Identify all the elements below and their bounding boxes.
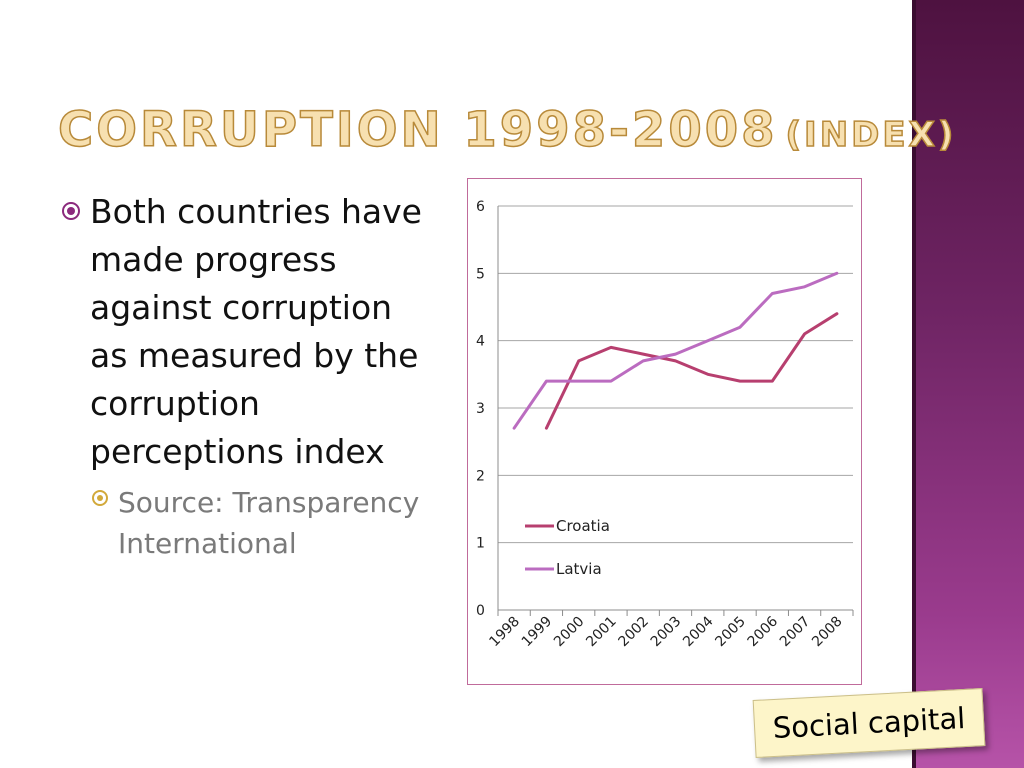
- bullet-text: Both countries have made progress agains…: [90, 192, 422, 471]
- sub-bullet-text: Source: Transparency International: [118, 486, 420, 560]
- legend-label-croatia: Croatia: [556, 517, 610, 535]
- y-tick-label: 3: [476, 401, 485, 417]
- y-tick-label: 0: [476, 603, 485, 619]
- x-tick-label: 2001: [583, 614, 620, 651]
- x-tick-label: 1998: [486, 614, 523, 651]
- x-tick-label: 2007: [777, 614, 814, 651]
- slide-title: Corruption 1998-2008 (Index): [57, 101, 957, 159]
- line-chart: 0 1 2 3 4 5 6 1998 1999 2000 2001 2002 2003 2004 2005 2…: [467, 178, 862, 685]
- bullet-item: Both countries have made progress agains…: [62, 188, 432, 476]
- bullet-list: Both countries have made progress agains…: [62, 188, 432, 564]
- circle-bullet-icon: [62, 202, 80, 220]
- sub-bullet-item: Source: Transparency International: [92, 482, 432, 564]
- x-tick-label: 2005: [712, 614, 749, 651]
- y-tick-label: 1: [476, 536, 485, 552]
- circle-sub-bullet-icon: [92, 490, 108, 506]
- legend-label-latvia: Latvia: [556, 560, 602, 578]
- x-tick-label: 2008: [809, 614, 846, 651]
- x-tick-label: 2000: [551, 614, 588, 651]
- chart-canvas: 0123456199819992000200120022003200420052…: [476, 199, 854, 651]
- decorative-side-band: [912, 0, 1024, 768]
- series-line-croatia: [544, 312, 839, 430]
- title-sub: (Index): [785, 114, 957, 156]
- social-capital-label: Social capital: [752, 688, 986, 758]
- y-tick-label: 4: [476, 334, 485, 350]
- y-tick-label: 2: [476, 468, 485, 484]
- x-tick-label: 2003: [648, 614, 685, 651]
- x-tick-label: 1999: [519, 614, 556, 651]
- title-main: Corruption 1998-2008: [57, 101, 778, 159]
- y-tick-label: 6: [476, 199, 485, 215]
- y-tick-label: 5: [476, 266, 485, 282]
- x-tick-label: 2004: [680, 613, 717, 650]
- series-line-latvia: [512, 271, 839, 430]
- x-tick-label: 2002: [616, 614, 653, 651]
- x-tick-label: 2006: [745, 613, 782, 650]
